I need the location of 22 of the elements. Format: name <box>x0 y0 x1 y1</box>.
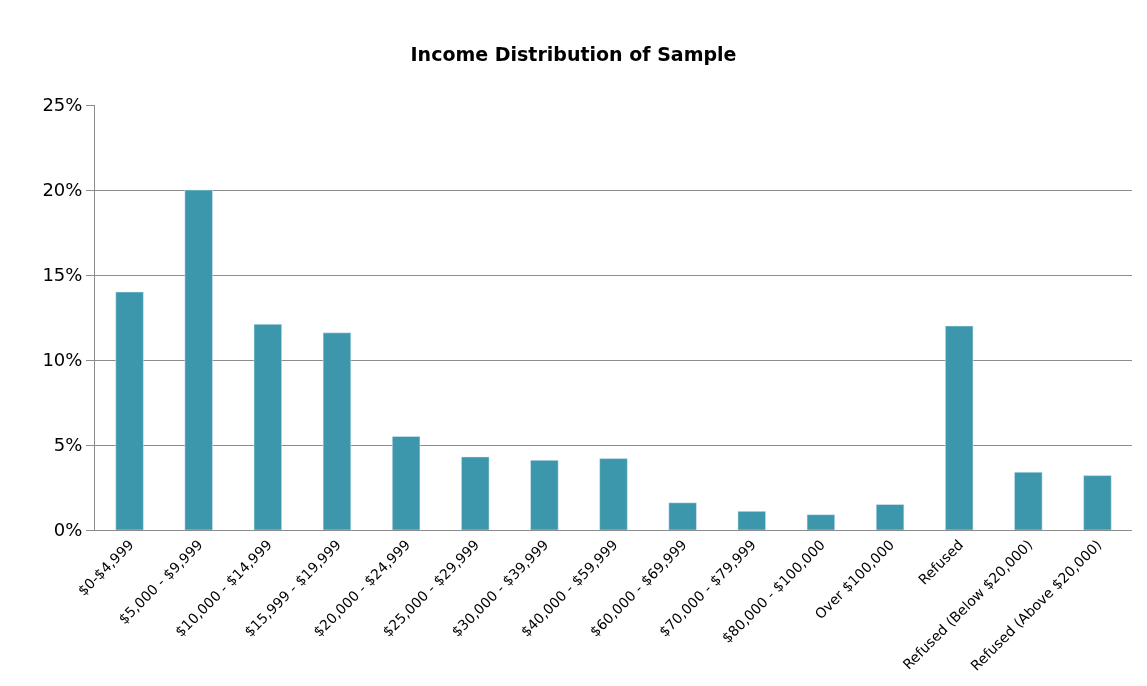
bar <box>737 511 766 530</box>
y-tick-label: 5% <box>53 434 83 456</box>
y-tick-label: 20% <box>42 179 83 201</box>
bar <box>599 458 628 530</box>
bar <box>875 504 905 530</box>
bar <box>184 189 213 530</box>
bar <box>1083 475 1112 530</box>
y-tick-label: 15% <box>42 264 83 286</box>
bar <box>1014 471 1043 530</box>
y-tick-label: 0% <box>53 519 83 541</box>
bar <box>461 456 490 530</box>
bar <box>806 514 835 530</box>
y-tick-label: 25% <box>42 94 83 116</box>
bar <box>115 291 144 530</box>
bar <box>945 325 974 530</box>
bar <box>322 332 352 530</box>
bar <box>668 502 697 530</box>
bar <box>253 324 282 530</box>
y-tick-label: 10% <box>42 349 83 371</box>
chart-title: Income Distribution of Sample <box>410 43 737 66</box>
bar <box>530 460 559 530</box>
bar <box>392 436 421 530</box>
